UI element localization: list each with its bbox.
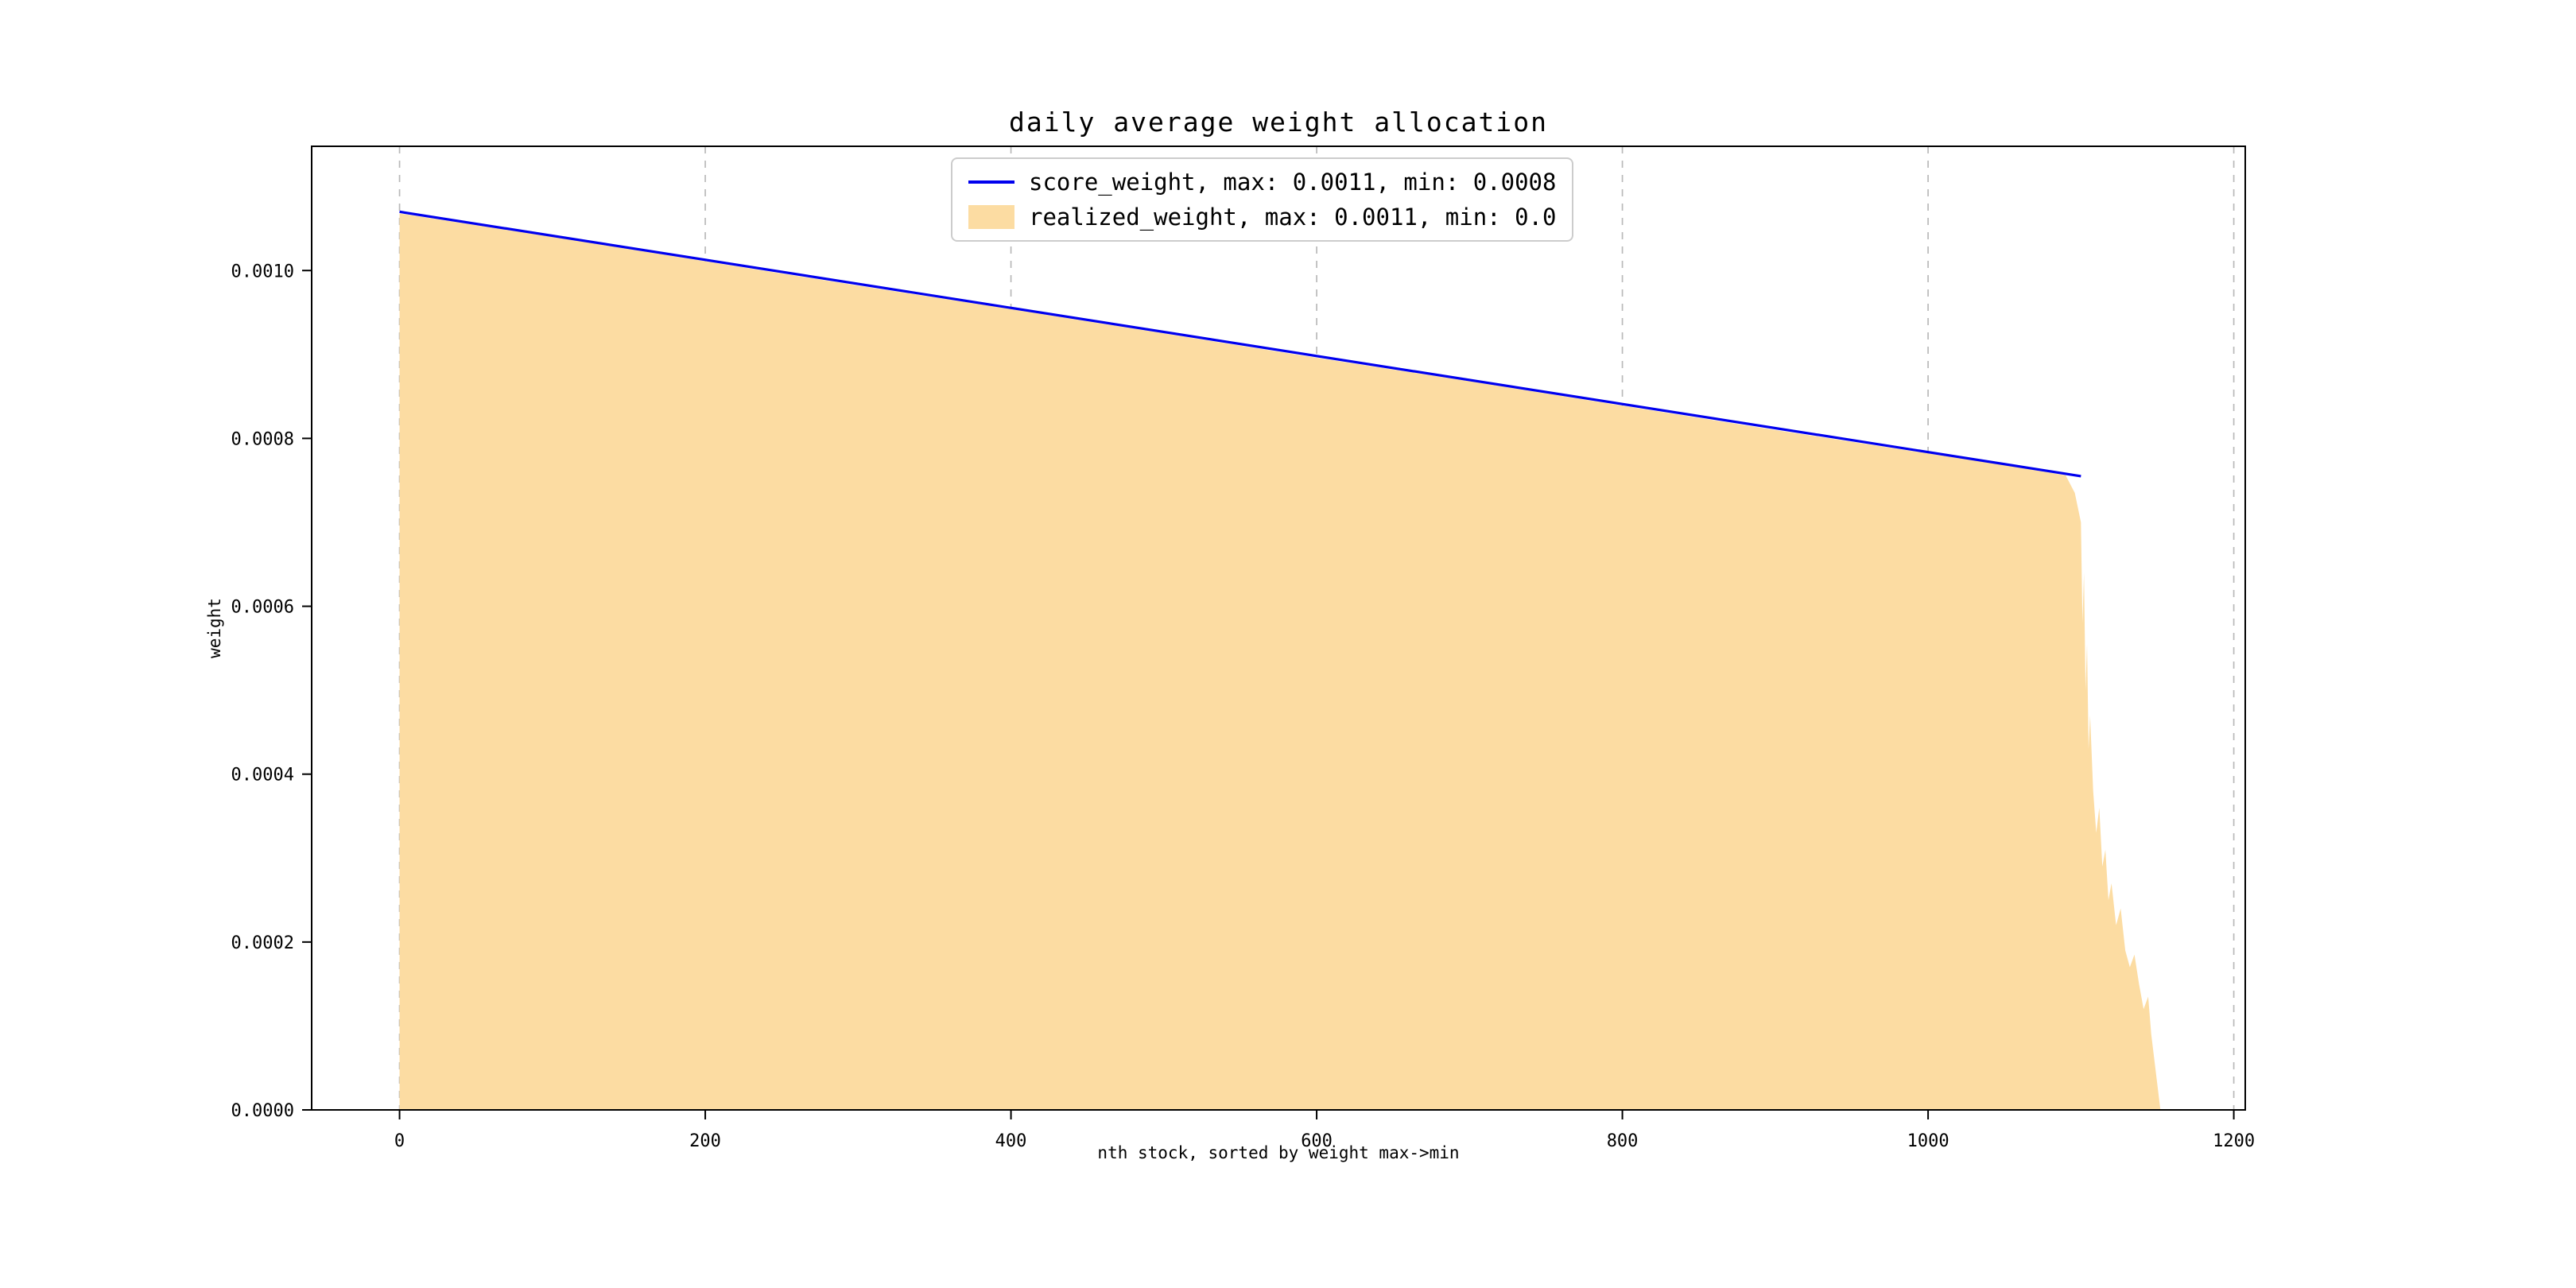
legend-line-sample [968,180,1014,184]
x-tick-label: 200 [689,1131,721,1151]
score-weight-line [399,210,2081,478]
legend-patch-sample [968,205,1014,229]
x-axis-label: nth stock, sorted by weight max->min [1097,1143,1460,1162]
x-tick-label: 800 [1607,1131,1639,1151]
y-axis-label: weight [205,598,224,658]
x-tick-label: 600 [1301,1131,1333,1151]
x-tick-label: 1200 [2213,1131,2255,1151]
y-tick-label: 0.0000 [231,1101,294,1121]
legend-label-realized-weight: realized_weight, max: 0.0011, min: 0.0 [1029,204,1557,231]
x-tick-label: 400 [995,1131,1027,1151]
y-tick-label: 0.0008 [231,429,294,449]
x-tick-label: 1000 [1907,1131,1949,1151]
legend-label-score-weight: score_weight, max: 0.0011, min: 0.0008 [1029,169,1557,196]
legend-item-score-weight: score_weight, max: 0.0011, min: 0.0008 [968,169,1556,196]
y-tick-label: 0.0010 [231,262,294,281]
realized-weight-area [399,213,2161,1110]
legend-item-realized-weight: realized_weight, max: 0.0011, min: 0.0 [968,204,1556,231]
legend: score_weight, max: 0.0011, min: 0.0008 r… [951,157,1574,242]
y-tick-label: 0.0006 [231,598,294,618]
x-tick-label: 0 [394,1131,405,1151]
plot-border [311,145,2246,1111]
y-tick-label: 0.0004 [231,766,294,786]
chart-title: daily average weight allocation [1009,107,1548,138]
y-tick-label: 0.0002 [231,933,294,953]
